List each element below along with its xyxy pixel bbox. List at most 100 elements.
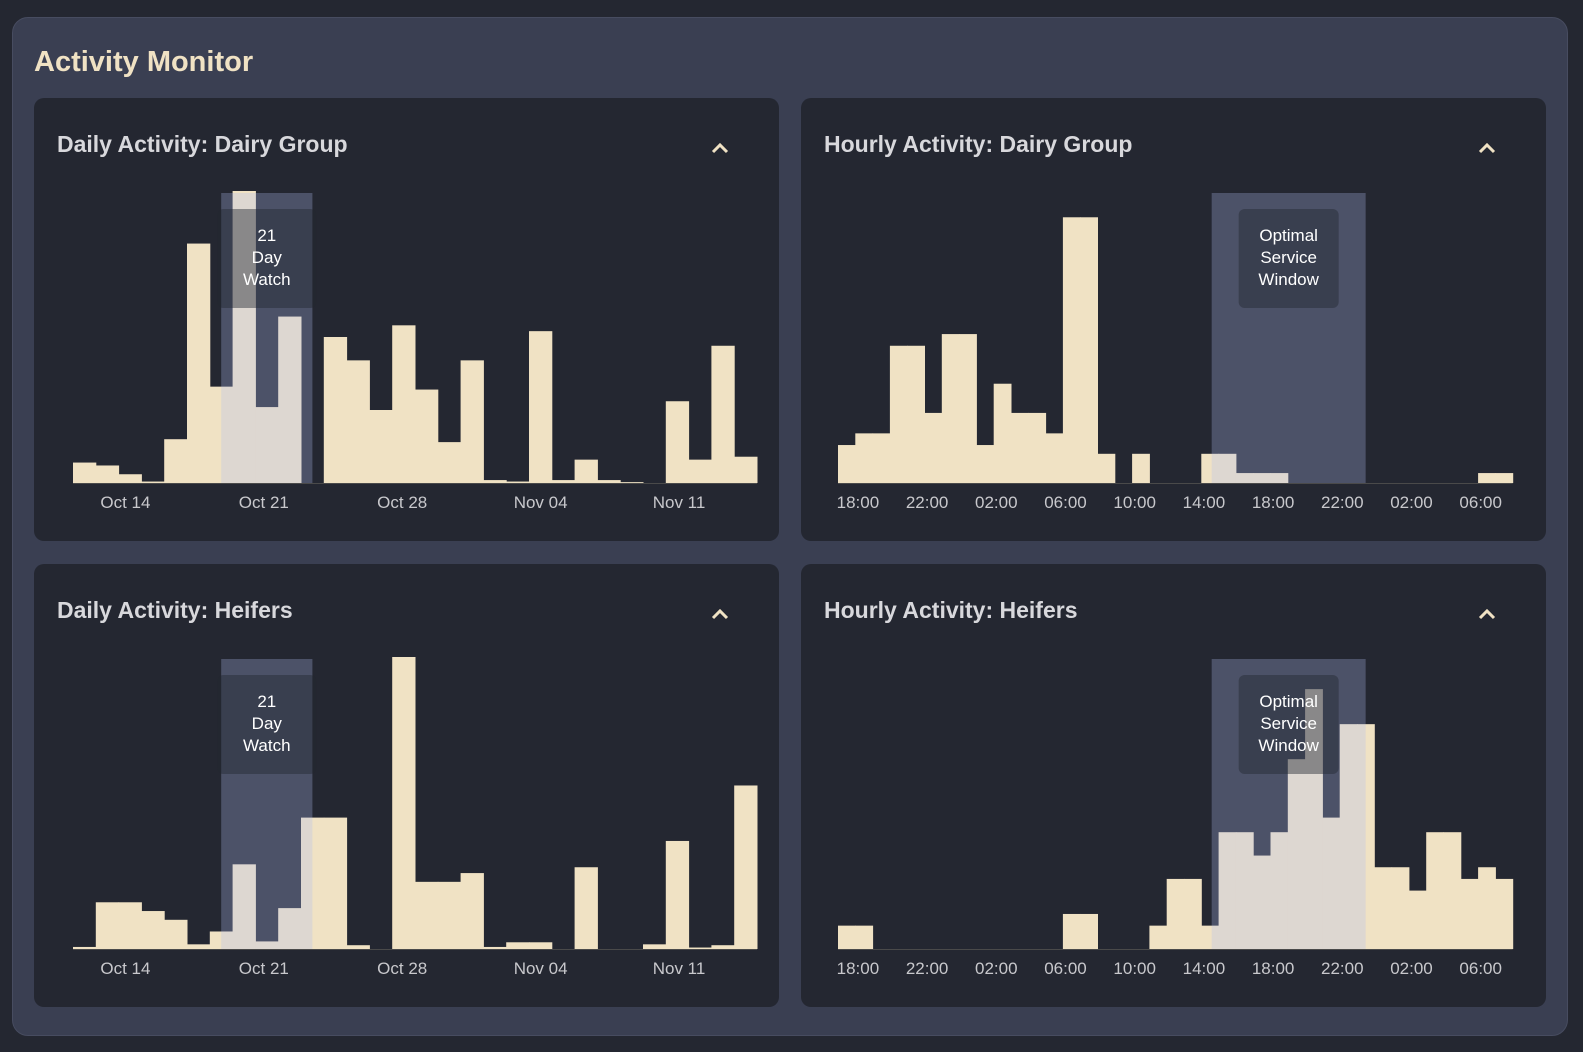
bar: [551, 480, 576, 483]
bar: [1097, 453, 1116, 483]
bar: [620, 482, 644, 483]
chart-title: Daily Activity: Heifers: [57, 597, 293, 623]
chevron-up-icon: [711, 608, 729, 620]
bar: [323, 337, 348, 483]
bar: [1495, 473, 1514, 483]
bar: [1357, 724, 1375, 949]
card-hourly-heifers: Hourly Activity: Heifers Optimal Service Wi…: [801, 564, 1546, 1007]
bar: [437, 881, 462, 949]
bar: [1253, 855, 1271, 949]
bar: [1305, 689, 1323, 949]
bar: [209, 386, 234, 483]
bar: [688, 947, 712, 949]
collapse-button[interactable]: [700, 598, 740, 628]
band-label-line: Watch: [243, 736, 291, 755]
bar: [838, 925, 856, 949]
bar: [255, 407, 279, 483]
bar: [141, 481, 165, 483]
x-tick-label: 18:00: [837, 493, 880, 512]
bar: [1495, 878, 1514, 949]
band-label-line: Watch: [243, 270, 291, 289]
bar: [187, 243, 211, 483]
collapse-button[interactable]: [1467, 598, 1507, 628]
bar: [1408, 890, 1427, 949]
bar: [1253, 473, 1271, 483]
bar: [1132, 453, 1150, 483]
bar: [369, 410, 393, 483]
band-label-box: [217, 675, 317, 774]
bar: [993, 383, 1012, 483]
bar: [1011, 412, 1029, 483]
bar: [1374, 867, 1393, 949]
bar: [1339, 724, 1358, 949]
bar: [1028, 412, 1047, 483]
band-label-line: 21: [257, 226, 276, 245]
card-daily-dairy: Daily Activity: Dairy Group 21 Day Watch Oct…: [34, 98, 779, 541]
page-title: Activity Monitor: [34, 46, 254, 78]
bar: [574, 867, 598, 949]
bar: [941, 334, 960, 483]
bar: [118, 902, 142, 949]
chart-daily-dairy: 21 Day Watch Oct 14 Oct 21 Oct 28 Nov 04 Nov 11: [73, 191, 758, 512]
band-label-box: [1238, 675, 1339, 774]
x-tick-label: 10:00: [1113, 493, 1156, 512]
x-tick-label: 18:00: [837, 959, 880, 978]
bar: [1062, 217, 1081, 483]
bar: [1149, 925, 1168, 949]
band-label-line: Day: [252, 714, 283, 733]
bar: [415, 881, 439, 949]
bar: [1218, 832, 1237, 949]
bar: [1322, 817, 1341, 949]
band-label-line: Optimal: [1259, 692, 1318, 711]
bar: [665, 840, 690, 949]
x-tick-label: 02:00: [1390, 959, 1433, 978]
bar: [889, 345, 908, 483]
x-tick-label: Oct 28: [377, 959, 427, 978]
bar: [1478, 473, 1496, 483]
bar: [506, 481, 530, 483]
collapse-button[interactable]: [1467, 132, 1507, 162]
bar: [141, 911, 165, 949]
band-label-line: Optimal: [1259, 226, 1318, 245]
bar: [1045, 433, 1064, 483]
bar: [529, 331, 553, 483]
bar: [734, 456, 758, 483]
bar: [1460, 878, 1479, 949]
bar: [855, 925, 874, 949]
bar: [209, 931, 234, 949]
x-tick-label: 06:00: [1459, 493, 1502, 512]
bar: [392, 657, 416, 949]
x-tick-label: 22:00: [1321, 493, 1364, 512]
bar: [924, 412, 943, 483]
bar: [1426, 832, 1444, 949]
bar: [187, 944, 211, 949]
bar: [907, 345, 925, 483]
x-tick-label: Oct 14: [100, 493, 150, 512]
bar: [483, 946, 507, 949]
bar: [73, 946, 97, 949]
chart-title: Hourly Activity: Heifers: [824, 597, 1078, 623]
collapse-button[interactable]: [700, 132, 740, 162]
highlight-band: [1211, 193, 1366, 483]
bar: [346, 360, 370, 483]
bar: [711, 945, 735, 949]
bar: [959, 334, 977, 483]
bar: [346, 945, 370, 949]
chevron-up-icon: [711, 142, 729, 154]
x-tick-label: 02:00: [975, 493, 1018, 512]
chevron-up-icon: [1478, 608, 1496, 620]
bar: [1270, 832, 1289, 949]
bar: [460, 360, 484, 483]
bar: [95, 902, 120, 949]
card-hourly-dairy: Hourly Activity: Dairy Group Optimal Servi…: [801, 98, 1546, 541]
x-tick-label: 06:00: [1044, 959, 1087, 978]
band-label-box: [217, 209, 317, 308]
bar: [1166, 878, 1185, 949]
bar: [688, 459, 712, 483]
bar: [1218, 453, 1237, 483]
bar: [665, 401, 690, 483]
bar: [164, 439, 188, 483]
x-tick-label: 02:00: [1390, 493, 1433, 512]
bar: [1478, 867, 1496, 949]
x-tick-label: Nov 11: [653, 493, 706, 512]
